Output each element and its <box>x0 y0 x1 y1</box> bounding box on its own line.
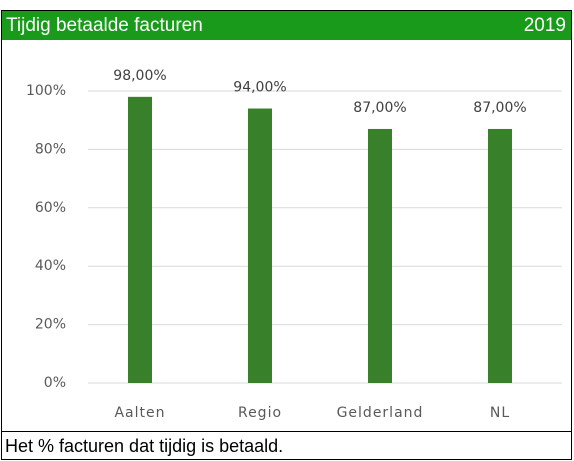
frame <box>1 10 572 460</box>
x-tick-label: NL <box>490 405 510 421</box>
y-tick-label: 80% <box>35 141 66 157</box>
year: 2019 <box>524 15 566 36</box>
chart-title: Tijdig betaalde facturen <box>6 15 203 36</box>
data-label: 87,00% <box>473 100 526 116</box>
x-tick-label: Gelderland <box>337 405 424 421</box>
x-tick-label: Aalten <box>114 405 165 421</box>
data-label: 87,00% <box>353 100 406 116</box>
bar <box>488 128 512 383</box>
y-tick-label: 60% <box>35 200 66 216</box>
y-tick-label: 100% <box>26 83 66 99</box>
bar <box>368 128 392 383</box>
y-tick-label: 40% <box>35 258 66 274</box>
data-label: 94,00% <box>233 80 286 96</box>
header-bar <box>2 11 571 40</box>
y-tick-label: 20% <box>35 317 66 333</box>
caption: Het % facturen dat tijdig is betaald. <box>5 436 283 456</box>
x-tick-label: Regio <box>238 405 282 421</box>
bar <box>248 108 272 384</box>
y-tick-label: 0% <box>44 375 66 391</box>
data-label: 98,00% <box>113 68 166 84</box>
bar <box>128 96 152 383</box>
